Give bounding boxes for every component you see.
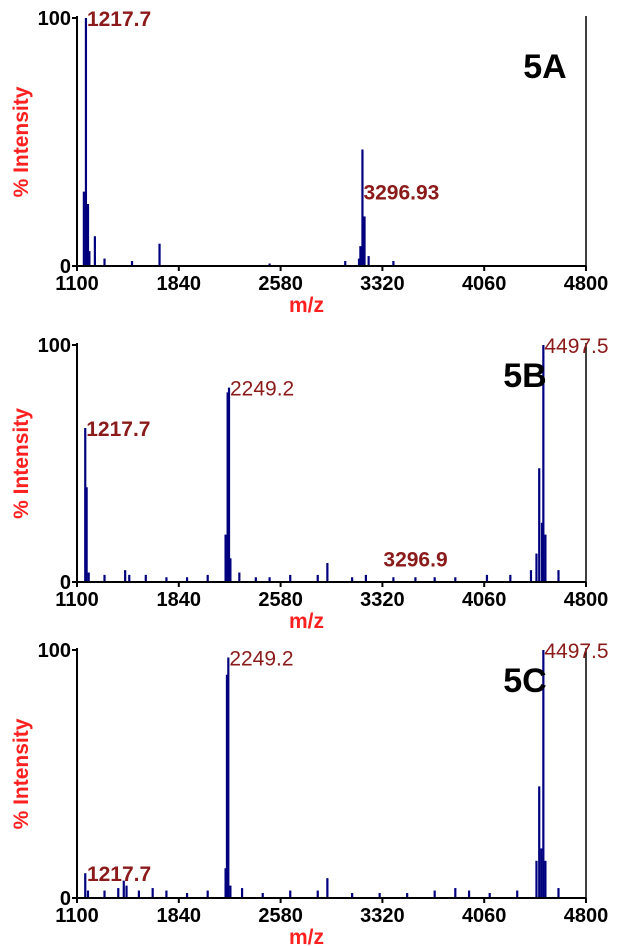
y-tick-label: 0 (60, 888, 71, 910)
panel-5c: 0 100 1100 1840 2580 3320 4060 4800 % Intensity m… (10, 640, 609, 946)
y-tick-label: 100 (38, 335, 71, 357)
y-tick-label: 0 (60, 572, 71, 594)
x-tick-label: 1840 (157, 589, 202, 611)
y-axis-title: % Intensity (10, 86, 33, 197)
peak-annotation: 1217.7 (87, 863, 151, 886)
x-tick-label: 2580 (258, 589, 303, 611)
y-axis-title: % Intensity (10, 408, 33, 519)
x-tick-label: 2580 (258, 905, 303, 927)
x-tick-label: 4800 (564, 905, 609, 927)
peak-annotation: 3296.93 (363, 182, 439, 205)
peak-annotation: 4497.5 (544, 640, 608, 663)
y-tick-label: 0 (60, 256, 71, 278)
x-tick-label: 1840 (157, 905, 202, 927)
x-tick-label: 1840 (157, 273, 202, 295)
x-tick-label: 4060 (462, 905, 507, 927)
x-tick-label: 4060 (462, 589, 507, 611)
panel-5b: 0 100 1100 1840 2580 3320 4060 4800 % Intensity m… (10, 335, 609, 633)
peak-annotation: 1217.7 (86, 418, 150, 441)
x-tick-label: 2580 (258, 273, 303, 295)
x-tick-label: 3320 (360, 273, 405, 295)
x-axis-title: m/z (289, 294, 324, 317)
x-tick-label: 4800 (564, 589, 609, 611)
x-tick-label: 1100 (55, 589, 98, 611)
x-tick-label: 1100 (55, 905, 98, 927)
y-axis-title: % Intensity (10, 718, 33, 829)
x-tick-label: 4800 (564, 273, 609, 295)
peak-annotation: 2249.2 (230, 378, 294, 401)
panel-label: 5B (503, 357, 546, 395)
x-tick-label: 4060 (462, 273, 507, 295)
peak-annotation: 4497.5 (544, 335, 608, 358)
y-tick-label: 100 (38, 8, 71, 30)
panel-5a: 0 100 1100 1840 2580 3320 4060 4800 % Intensity m… (10, 8, 608, 317)
panel-label: 5C (503, 662, 546, 700)
x-tick-label: 3320 (360, 905, 405, 927)
x-axis-title: m/z (289, 926, 324, 946)
peak-annotation: 3296.9 (383, 548, 447, 571)
y-tick-label: 100 (38, 640, 71, 662)
x-tick-label: 1100 (55, 273, 98, 295)
x-tick-label: 3320 (360, 589, 405, 611)
peak-annotation: 2249.2 (229, 647, 293, 670)
panel-label: 5A (523, 48, 566, 86)
peak-annotation: 1217.7 (87, 8, 151, 31)
x-axis-title: m/z (289, 610, 324, 633)
